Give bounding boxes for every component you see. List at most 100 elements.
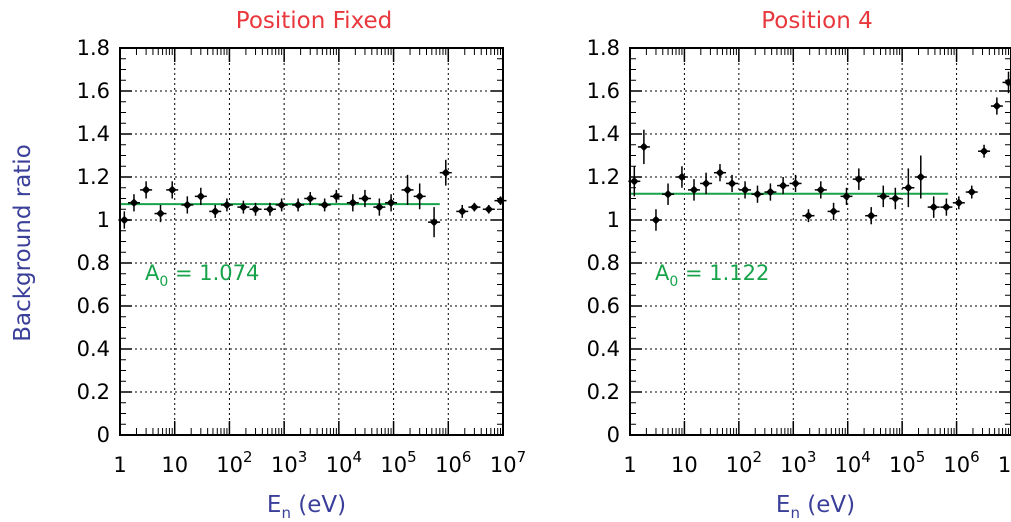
data-point (651, 215, 661, 225)
x-tick-label: 102 (726, 448, 762, 477)
x-axis-label: En (eV) (776, 492, 855, 522)
y-tick-label: 0.8 (77, 251, 110, 275)
y-tick-labels: 0 0.2 0.4 0.6 0.8 1 1.2 1.4 1.6 1.8 (77, 36, 110, 447)
data-point (429, 217, 439, 227)
panel-title: Position Fixed (236, 8, 392, 34)
data-point (753, 189, 762, 199)
x-tick-label: 105 (380, 448, 416, 477)
panel-title: Position 4 (761, 8, 873, 34)
y-axis-label: Background ratio (10, 144, 36, 342)
y-tick-label: 0.8 (587, 251, 620, 275)
minor-ticks (630, 48, 1011, 435)
y-tick-label: 1.4 (587, 122, 620, 146)
y-tick-label: 0.6 (77, 294, 110, 318)
data-point (866, 211, 876, 220)
data-point (992, 101, 1002, 111)
data-point (386, 198, 396, 208)
data-point (348, 198, 358, 208)
y-tick-label: 1 (97, 208, 110, 232)
data-point (484, 205, 494, 214)
plot-frame (119, 47, 504, 436)
data-point (403, 185, 412, 195)
data-point (129, 198, 139, 208)
x-tick-label: 104 (835, 448, 871, 477)
y-tick-label: 1.6 (587, 79, 620, 103)
data-point (360, 194, 370, 203)
data-point (470, 202, 479, 212)
panel-position-4: Position 4 0 0.2 0.4 0.6 0.8 1 1.2 1.4 1.6 1.8 1 1… (587, 8, 1011, 522)
data-point (778, 181, 788, 190)
data-points (628, 71, 1011, 231)
y-tick-label: 0.4 (77, 337, 110, 361)
x-tick-label: 106 (943, 448, 979, 477)
minor-ticks (120, 48, 503, 435)
x-tick-label: 103 (271, 448, 307, 477)
data-point (663, 189, 673, 199)
data-point (156, 209, 165, 218)
data-point (829, 207, 838, 216)
x-tick-label: 103 (780, 448, 816, 477)
grid-lines (119, 47, 504, 436)
data-point (766, 187, 775, 197)
panel-position-fixed: Position Fixed 0 0.2 0.4 0.6 0.8 1 1.2 1.4 1.6 1.… (77, 8, 527, 522)
data-point (196, 192, 206, 201)
data-point (1004, 78, 1011, 87)
data-point (804, 211, 813, 220)
data-point (293, 200, 303, 210)
data-point (854, 174, 864, 184)
data-point (141, 185, 151, 195)
data-point (320, 200, 329, 210)
data-point (954, 198, 964, 208)
y-tick-label: 1.2 (587, 165, 620, 189)
x-tick-label: 1 (113, 453, 126, 477)
y-tick-label: 0.2 (587, 380, 620, 404)
x-tick-label: 107 (998, 448, 1011, 477)
data-point (222, 200, 232, 210)
data-point (375, 202, 384, 212)
data-point (791, 179, 800, 188)
plot-frame (629, 47, 1011, 436)
data-point (458, 207, 467, 216)
x-tick-label: 1 (623, 453, 636, 477)
data-point (441, 168, 451, 177)
fit-annotation: A0 = 1.122 (655, 261, 769, 290)
data-point (942, 202, 951, 212)
x-tick-label: 10 (161, 453, 188, 477)
y-tick-label: 0 (607, 423, 620, 447)
y-tick-label: 0.2 (77, 380, 110, 404)
y-tick-label: 0.4 (587, 337, 620, 361)
data-point (891, 194, 900, 203)
y-tick-label: 1.6 (77, 79, 110, 103)
x-tick-label: 10 (671, 453, 698, 477)
y-tick-label: 1.8 (587, 36, 620, 60)
data-point (167, 185, 177, 195)
grid-lines (629, 47, 1011, 436)
data-point (715, 168, 725, 177)
y-tick-label: 1 (607, 208, 620, 232)
data-point (415, 192, 424, 201)
data-point (979, 146, 989, 156)
data-point (306, 194, 315, 203)
x-tick-label: 107 (490, 448, 526, 477)
data-point (967, 187, 976, 197)
x-axis-label: En (eV) (267, 492, 346, 522)
data-point (120, 215, 129, 225)
y-tick-label: 1.8 (77, 36, 110, 60)
data-point (265, 205, 275, 214)
data-point (332, 192, 341, 201)
data-point (630, 177, 639, 186)
data-point (727, 179, 737, 188)
x-tick-label: 104 (326, 448, 362, 477)
x-tick-labels: 1 10 102 103 104 105 106 107 (113, 448, 526, 477)
x-tick-label: 105 (889, 448, 925, 477)
data-point (277, 200, 286, 210)
data-point (904, 183, 913, 192)
y-tick-label: 1.2 (77, 165, 110, 189)
data-point (929, 202, 938, 212)
x-tick-label: 106 (435, 448, 471, 477)
data-point (916, 172, 926, 182)
data-points (118, 159, 507, 238)
y-tick-label: 0.6 (587, 294, 620, 318)
y-tick-labels: 0 0.2 0.4 0.6 0.8 1 1.2 1.4 1.6 1.8 (587, 36, 620, 447)
